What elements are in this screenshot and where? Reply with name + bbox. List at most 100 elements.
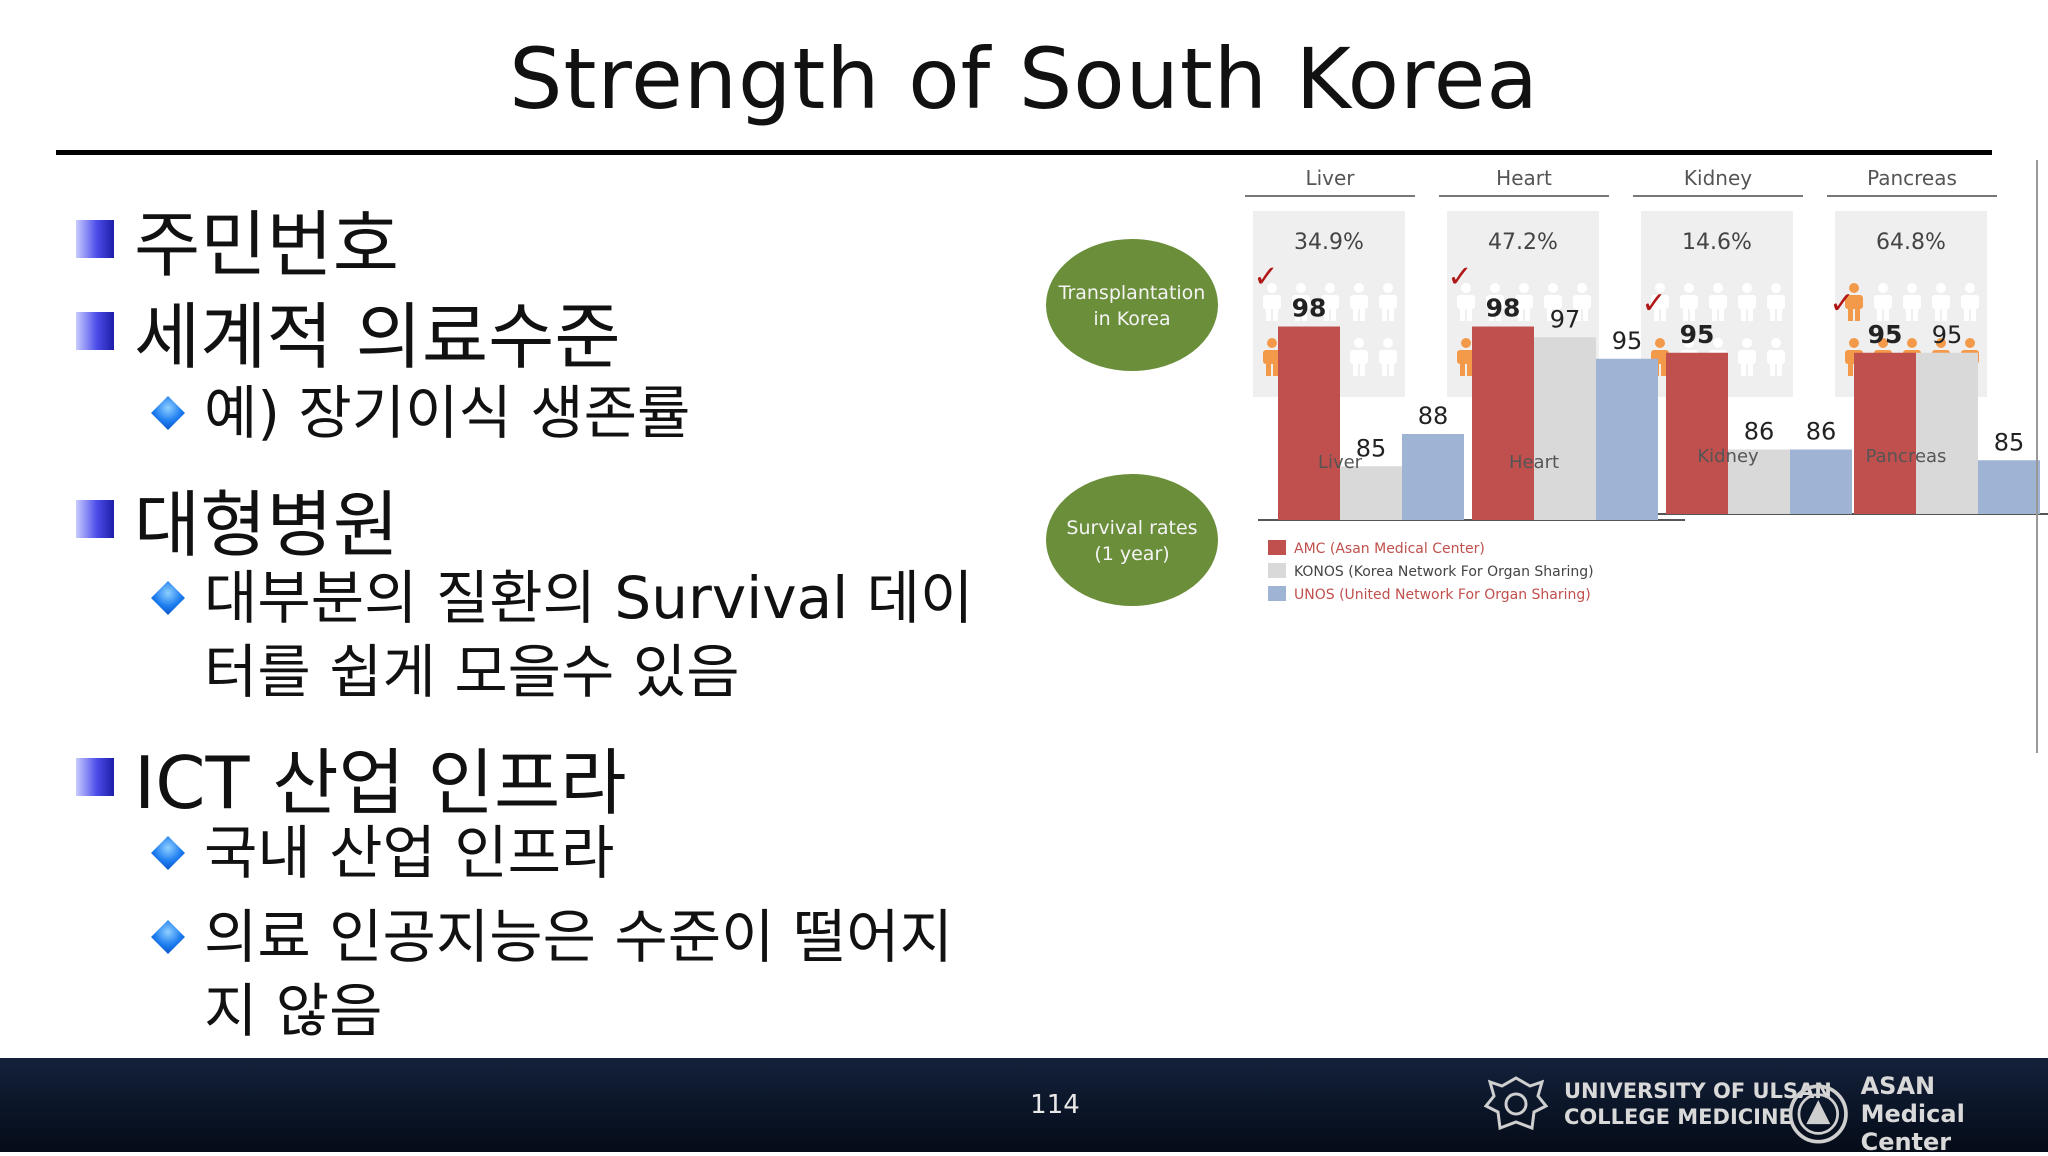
- person-icon: [1382, 362, 1387, 376]
- person-icon: [1273, 307, 1278, 321]
- person-icon: [1273, 362, 1278, 376]
- person-icon: [1913, 307, 1918, 321]
- university-crest-icon: [1483, 1076, 1549, 1131]
- sub-bullet-text: 국내 산업 인프라: [204, 819, 615, 887]
- person-icon: [1457, 295, 1475, 309]
- person-icon: [1489, 307, 1494, 321]
- person-icon: [1741, 307, 1746, 321]
- person-icon: [1350, 295, 1368, 309]
- transplant-survival-chart: Transplantation in Korea Survival rates (1 …: [1046, 160, 2048, 753]
- sub-bullet-continuation: 지 않음: [204, 977, 383, 1045]
- survival-circle-label: (1 year): [1094, 543, 1169, 565]
- person-icon: [1771, 283, 1781, 293]
- person-icon: [1935, 307, 1940, 321]
- person-icon: [1906, 307, 1911, 321]
- university-name-line1: UNIVERSITY OF ULSAN: [1564, 1079, 1832, 1103]
- person-icon: [1742, 283, 1752, 293]
- bar-label-liver-s1: 85: [1356, 434, 1387, 462]
- bar-heart-s2: [1596, 358, 1658, 520]
- person-icon: [1576, 307, 1581, 321]
- bar-label-kidney-s1: 86: [1744, 418, 1775, 446]
- person-icon: [1354, 283, 1364, 293]
- person-icon: [1877, 307, 1882, 321]
- person-icon: [1296, 283, 1306, 293]
- legend-label-s0: AMC (Asan Medical Center): [1294, 541, 1485, 557]
- person-icon: [1573, 295, 1591, 309]
- category-label-heart: Heart: [1509, 452, 1559, 473]
- sub-bullet-text: 대부분의 질환의 Survival 데이: [204, 564, 974, 632]
- transplant-share-heart: 47.2%: [1488, 230, 1558, 255]
- footer-bar: 114 UNIVERSITY OF ULSAN COLLEGE MEDICINE…: [0, 1058, 2048, 1156]
- person-icon: [1302, 307, 1307, 321]
- person-icon: [1874, 295, 1892, 309]
- bar-label-liver-s2: 88: [1418, 402, 1449, 430]
- asan-logo: ASAN Medical Center: [1786, 1072, 2048, 1156]
- person-icon: [1263, 350, 1281, 364]
- transplant-share-liver: 34.9%: [1294, 230, 1364, 255]
- transplant-circle: [1046, 239, 1218, 371]
- person-icon: [1878, 283, 1888, 293]
- sub-bullet-domestic-infrastructure: 국내 산업 인프라: [146, 816, 614, 890]
- person-icon: [1548, 283, 1558, 293]
- person-icon: [1741, 362, 1746, 376]
- diamond-bullet-icon: [151, 396, 185, 430]
- person-icon: [1770, 362, 1775, 376]
- person-icon: [1460, 362, 1465, 376]
- person-icon: [1267, 338, 1277, 348]
- person-icon: [1738, 350, 1756, 364]
- bar-liver-s2: [1402, 434, 1464, 520]
- sub-bullet-text: 의료 인공지능은 수준이 떨어지: [204, 903, 953, 971]
- sub-bullet-text: 예) 장기이식 생존률: [204, 379, 691, 447]
- bar-pancreas-s1: [1916, 352, 1978, 514]
- person-icon: [1331, 307, 1336, 321]
- bar-heart-s0: [1472, 326, 1534, 520]
- person-icon: [1379, 350, 1397, 364]
- check-mark-heart: ✓: [1447, 260, 1472, 295]
- bar-kidney-s1: [1728, 449, 1790, 514]
- legend-swatch-s2: [1268, 586, 1286, 601]
- person-icon: [1683, 307, 1688, 321]
- person-icon: [1383, 283, 1393, 293]
- person-icon: [1263, 295, 1281, 309]
- category-label-pancreas: Pancreas: [1866, 446, 1947, 467]
- person-icon: [1651, 295, 1669, 309]
- person-icon: [1770, 307, 1775, 321]
- bar-label-heart-s1: 97: [1550, 305, 1581, 333]
- person-icon: [1266, 307, 1271, 321]
- person-icon: [1554, 307, 1559, 321]
- bullet-text: 주민번호: [134, 203, 399, 287]
- bar-liver-s1: [1340, 466, 1402, 520]
- person-icon: [1680, 295, 1698, 309]
- page-number: 114: [1030, 1090, 1080, 1120]
- square-bullet-icon: [76, 499, 114, 538]
- person-icon: [1295, 307, 1300, 321]
- person-icon: [1655, 338, 1665, 348]
- person-icon: [1964, 307, 1969, 321]
- bullet-text: 세계적 의료수준: [134, 295, 621, 379]
- person-icon: [1389, 307, 1394, 321]
- person-icon: [1353, 362, 1358, 376]
- transplant-figure: Transplantation in Korea Survival rates (1 …: [1040, 155, 2048, 775]
- person-icon: [1961, 295, 1979, 309]
- person-icon: [1884, 307, 1889, 321]
- person-icon: [1490, 283, 1500, 293]
- person-icon: [1354, 338, 1364, 348]
- person-icon: [1383, 338, 1393, 348]
- person-icon: [1855, 307, 1860, 321]
- organ-header-liver: Liver: [1305, 166, 1355, 190]
- person-icon: [1544, 295, 1562, 309]
- person-icon: [1655, 283, 1665, 293]
- person-icon: [1292, 295, 1310, 309]
- bullet-resident-number: 주민번호: [76, 186, 399, 291]
- person-icon: [1460, 307, 1465, 321]
- bar-pancreas-s2: [1978, 460, 2040, 514]
- square-bullet-icon: [76, 757, 114, 796]
- person-icon: [1771, 338, 1781, 348]
- person-icon: [1583, 307, 1588, 321]
- person-icon: [1661, 362, 1666, 376]
- check-mark-liver: ✓: [1253, 260, 1278, 295]
- person-icon: [1360, 362, 1365, 376]
- transplant-circle-label: Transplantation: [1058, 282, 1206, 304]
- diamond-bullet-icon: [151, 836, 185, 870]
- person-icon: [1936, 283, 1946, 293]
